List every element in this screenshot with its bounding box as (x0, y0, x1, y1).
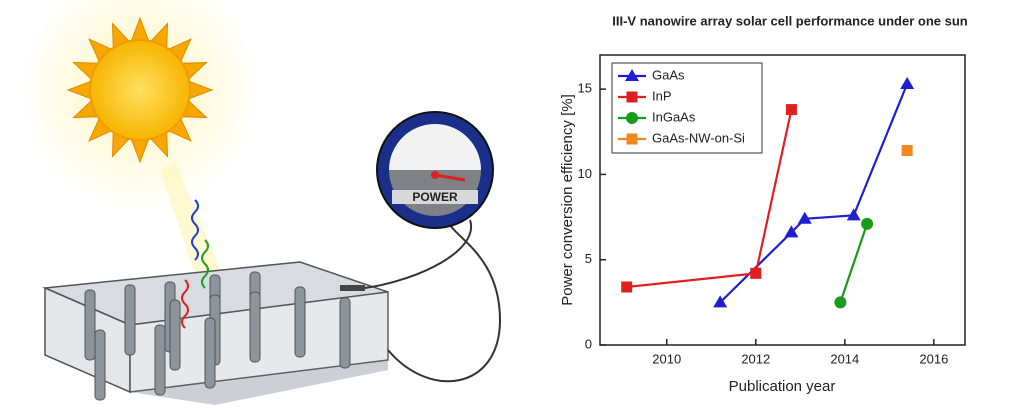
legend-marker (626, 91, 638, 103)
legend-marker (626, 112, 638, 124)
cable (387, 224, 502, 383)
x-tick-label: 2016 (919, 351, 948, 366)
meter-pivot (431, 171, 439, 179)
meter-dial (389, 124, 481, 170)
marker (784, 225, 799, 238)
marker (861, 217, 874, 230)
marker (901, 145, 913, 157)
marker (834, 296, 847, 309)
meter-label: POWER (412, 190, 458, 204)
legend-label: InGaAs (652, 109, 696, 124)
contact (340, 285, 365, 291)
nanowire (294, 286, 306, 358)
nanowire (84, 289, 96, 361)
nanowire (249, 291, 261, 363)
meter-needle (434, 173, 466, 182)
y-tick-label: 15 (578, 81, 592, 96)
legend-label: InP (652, 88, 672, 103)
x-tick-label: 2012 (741, 351, 770, 366)
marker (713, 295, 728, 308)
marker (797, 211, 812, 224)
y-axis-label: Power conversion efficiency [%] (559, 94, 576, 306)
marker (750, 267, 762, 279)
x-axis-label: Publication year (729, 378, 836, 395)
legend-label: GaAs-NW-on-Si (652, 130, 745, 145)
marker (621, 281, 633, 293)
wave-red (181, 279, 189, 329)
cable (364, 219, 473, 289)
y-tick-label: 10 (578, 166, 592, 181)
wave-green (201, 239, 209, 289)
legend-label: GaAs (652, 67, 685, 82)
nanowire (124, 284, 136, 356)
marker (785, 104, 797, 116)
illustration: POWER (20, 0, 502, 405)
y-tick-label: 0 (585, 336, 592, 351)
x-tick-label: 2014 (830, 351, 859, 366)
nanowire (154, 324, 166, 396)
wave-blue (191, 199, 199, 261)
series-line (839, 223, 869, 303)
marker (900, 77, 915, 89)
nanowire (204, 317, 216, 389)
y-tick-label: 5 (585, 251, 592, 266)
sun (89, 39, 191, 141)
marker (846, 208, 861, 221)
nanowires (84, 271, 351, 401)
nanowire (94, 329, 106, 401)
plot-frame (599, 54, 966, 346)
meter-plate (392, 190, 478, 204)
legend-marker (626, 133, 638, 145)
x-tick-label: 2010 (652, 351, 681, 366)
nanowire (169, 299, 181, 371)
chart-title: III-V nanowire array solar cell performa… (612, 13, 968, 28)
legend-marker (625, 69, 639, 81)
nanowire (339, 297, 351, 369)
